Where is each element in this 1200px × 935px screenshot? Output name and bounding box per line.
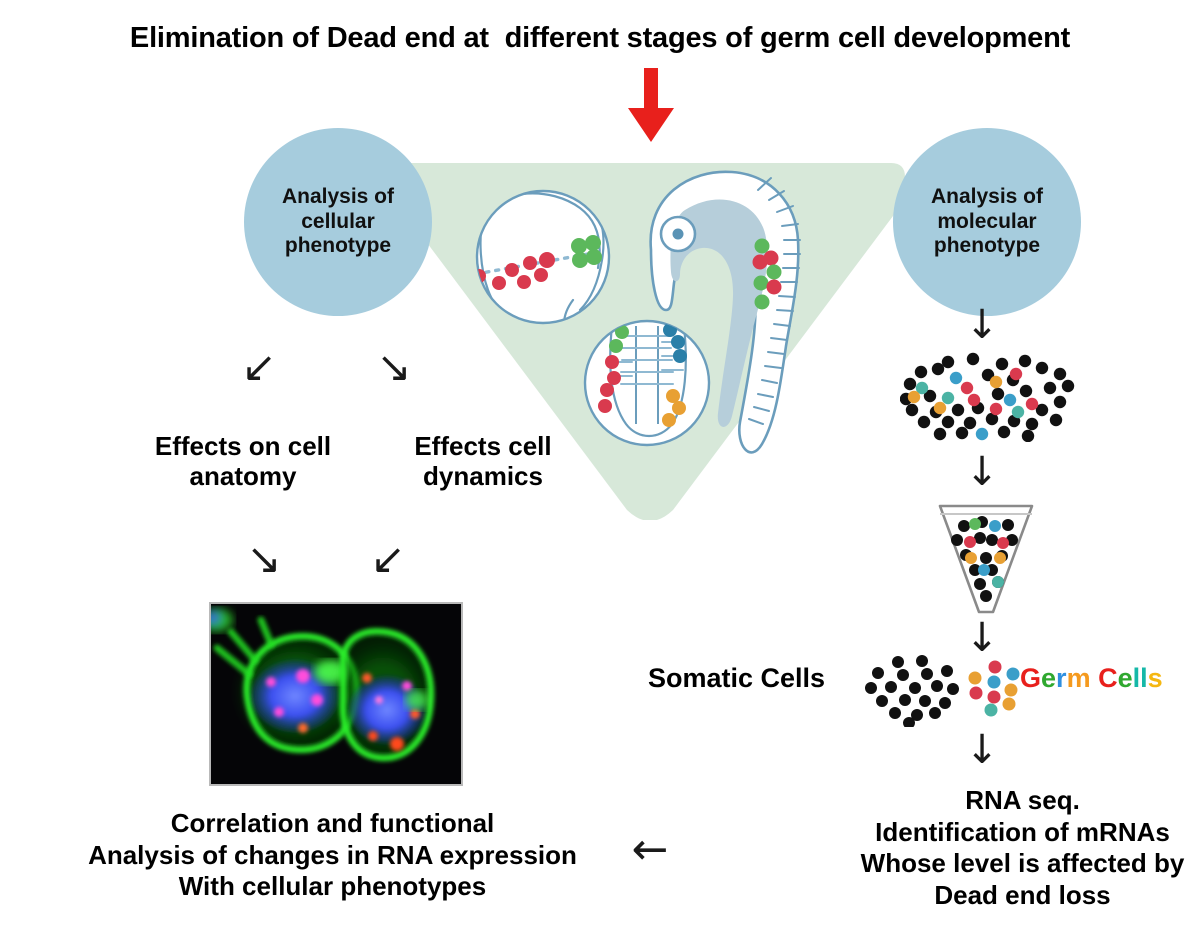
arrow-to-dynamics: ↘	[376, 342, 412, 391]
cross-section-embryo	[583, 319, 711, 447]
germ-cells-letter-1: e	[1041, 663, 1057, 693]
germ-cells-label: Germ Cells	[1020, 663, 1163, 694]
sorting-funnel-icon	[930, 500, 1042, 622]
rnaseq-identification-label: RNA seq. Identification of mRNAs Whose l…	[860, 785, 1185, 911]
germ-cells-letter-9: s	[1147, 663, 1163, 693]
germ-cells-dot-cluster	[965, 660, 1027, 722]
effects-cell-dynamics-label: Effects cell dynamics	[414, 431, 552, 491]
germ-cells-letter-2: r	[1056, 663, 1067, 693]
arrow-anatomy-to-micrograph: ↘	[246, 534, 282, 583]
germ-cells-letter-0: G	[1020, 663, 1042, 693]
embryo-illustration-group	[440, 150, 870, 530]
fluorescence-micrograph-image	[209, 602, 463, 786]
germ-cells-letter-6: e	[1117, 663, 1133, 693]
molecular-phenotype-label: Analysis of molecular phenotype	[930, 185, 1044, 258]
analysis-cellular-phenotype-node[interactable]: Analysis of cellular phenotype	[244, 128, 432, 316]
somatic-cells-label: Somatic Cells	[648, 663, 826, 693]
arrow-celltypes-to-rnaseq: ↓	[965, 727, 999, 773]
germ-cells-letter-3: m	[1066, 663, 1091, 693]
cellular-phenotype-label: Analysis of cellular phenotype	[281, 185, 395, 258]
correlation-analysis-label: Correlation and functional Analysis of c…	[88, 808, 577, 902]
arrow-rnaseq-to-correlation: ←	[631, 824, 669, 875]
analysis-molecular-phenotype-node[interactable]: Analysis of molecular phenotype	[893, 128, 1081, 316]
germ-cells-letter-7: l	[1132, 663, 1141, 693]
arrow-molecular-to-transcripts: ↓	[965, 302, 999, 348]
somatic-cells-dot-cluster	[865, 655, 960, 729]
germ-cells-letter-5: C	[1098, 663, 1118, 693]
effects-on-cell-anatomy-label: Effects on cell anatomy	[154, 431, 332, 491]
arrow-transcripts-to-funnel: ↓	[965, 449, 999, 495]
germ-cells-letter-8: l	[1140, 663, 1148, 693]
larva-germ-cells	[752, 238, 782, 310]
larva-embryo	[649, 170, 801, 454]
page-title: Elimination of Dead end at different sta…	[129, 22, 1071, 54]
arrow-funnel-to-celltypes: ↓	[965, 615, 999, 661]
red-down-arrow-icon	[620, 68, 682, 148]
germ-cells-letter-4	[1091, 663, 1099, 693]
mixed-transcript-dot-cloud	[899, 352, 1075, 443]
arrow-to-anatomy: ↙	[241, 342, 277, 391]
arrow-dynamics-to-micrograph: ↙	[370, 534, 406, 583]
sphere-stage-embryo	[475, 189, 611, 325]
